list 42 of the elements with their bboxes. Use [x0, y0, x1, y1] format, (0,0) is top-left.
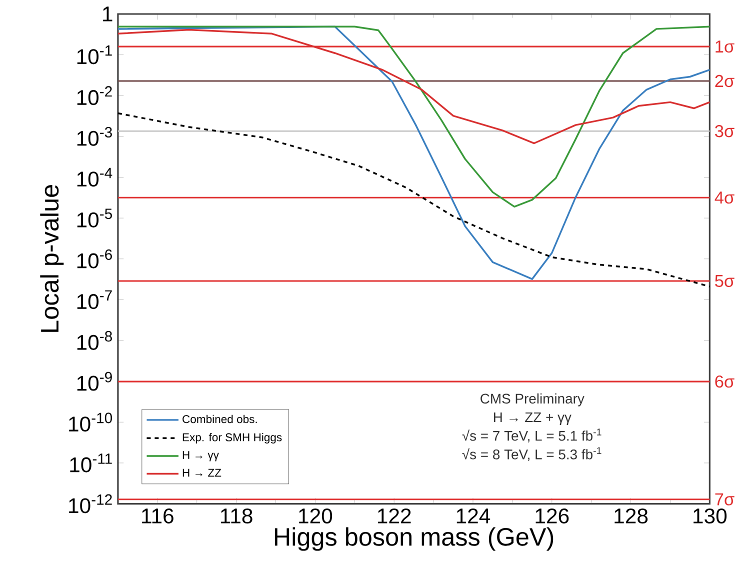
- y-tick-label: 10$^{-7}$: [77, 290, 112, 310]
- legend-label: Combined obs.: [182, 414, 257, 424]
- y-tick-label: 10$^{-12}$: [69, 494, 112, 514]
- y-tick-label: 10$^{-6}$: [77, 249, 112, 268]
- annotation: H → ZZ + γγ: [494, 412, 572, 425]
- annotation: √s = 7 TeV, L = 5.1 fb$^{-1}$: [462, 428, 602, 442]
- ref-line-label: 1σ: [716, 40, 734, 53]
- x-tick-label: 124: [456, 508, 490, 524]
- line-series: [117, 28, 711, 144]
- y-tick-label: 10$^{-3}$: [77, 126, 112, 146]
- annotation: CMS Preliminary: [480, 393, 584, 406]
- y-tick-label: 10$^{-2}$: [77, 86, 112, 106]
- line-series: [117, 112, 711, 288]
- ref-line-label: 3σ: [715, 124, 734, 138]
- y-tick-label: 10$^{-9}$: [77, 372, 112, 391]
- x-tick-label: 122: [378, 508, 411, 524]
- y-tick-label: 10$^{-8}$: [77, 331, 112, 350]
- y-tick-label: 10$^{-10}$: [69, 412, 112, 432]
- y-tick-label: 10$^{-4}$: [77, 168, 112, 187]
- y-tick-label: 1: [103, 6, 112, 22]
- ref-line-label: 7σ: [715, 493, 734, 506]
- ref-line-label: 2σ: [715, 74, 734, 88]
- x-tick-label: 128: [614, 508, 648, 524]
- y-tick-label: 10$^{-5}$: [77, 208, 112, 228]
- legend-label: H → γγ: [182, 451, 219, 462]
- legend-label: H → ZZ: [182, 468, 222, 477]
- annotation: √s = 8 TeV, L = 5.3 fb$^{-1}$: [462, 447, 602, 461]
- line-series: [117, 26, 711, 208]
- y-tick-label: 10$^{-11}$: [70, 454, 112, 472]
- x-axis-title: Higgs boson mass (GeV): [274, 527, 554, 551]
- x-tick-label: 116: [142, 508, 174, 524]
- y-tick-label: 10$^{-1}$: [77, 45, 112, 64]
- ref-line-label: 5σ: [715, 274, 734, 287]
- ref-line-label: 4σ: [714, 192, 734, 204]
- ref-line-label: 6σ: [715, 375, 734, 388]
- x-tick-label: 118: [220, 508, 252, 524]
- x-tick-label: 126: [536, 508, 569, 524]
- x-tick-label: 130: [694, 508, 727, 524]
- x-tick-label: 120: [299, 508, 332, 524]
- legend-label: Exp. for SMH Higgs: [182, 432, 282, 444]
- line-series: [117, 26, 711, 280]
- y-axis-title: Local p-value: [40, 184, 64, 332]
